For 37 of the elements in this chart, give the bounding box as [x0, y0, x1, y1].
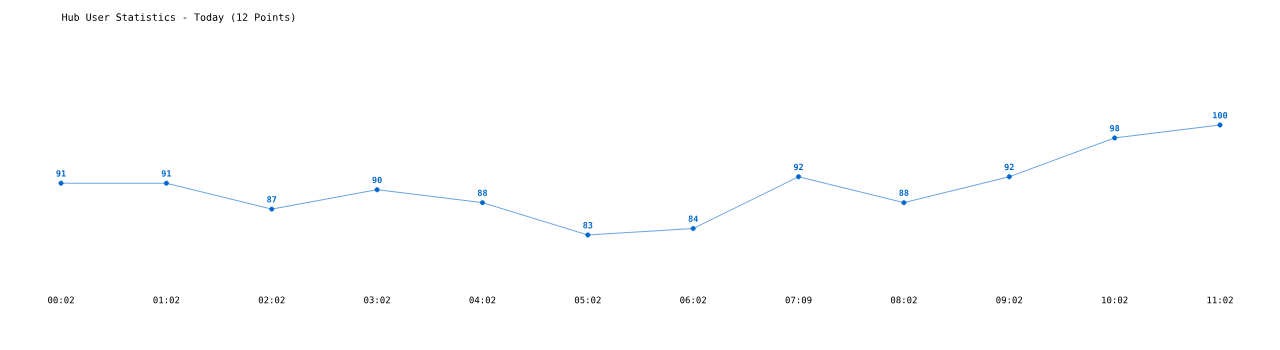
- data-label: 88: [477, 189, 488, 197]
- data-label: 91: [56, 170, 66, 177]
- x-tick-label: 03:02: [364, 296, 390, 304]
- point: [163, 180, 169, 186]
- point: [585, 232, 591, 238]
- point: [690, 226, 696, 232]
- data-label: 87: [267, 196, 277, 203]
- point: [1006, 174, 1012, 180]
- x-tick-label: 01:02: [153, 296, 180, 304]
- point: [901, 200, 907, 206]
- x-tick-label: 04:02: [469, 296, 496, 304]
- point: [479, 200, 485, 206]
- data-label: 92: [793, 163, 803, 171]
- x-tick-label: 10:02: [1102, 296, 1128, 304]
- x-tick-label: 11:02: [1207, 296, 1233, 304]
- data-label: 91: [161, 170, 172, 177]
- point: [269, 206, 275, 212]
- x-tick-label: 02:02: [258, 296, 285, 304]
- point: [1217, 122, 1223, 128]
- x-tick-label: 00:02: [48, 296, 74, 304]
- point: [1112, 135, 1118, 141]
- data-label: 84: [688, 215, 698, 222]
- x-tick-label: 06:02: [680, 296, 706, 304]
- data-label: 92: [1004, 163, 1014, 171]
- point: [796, 174, 802, 180]
- data-label: 90: [372, 176, 382, 184]
- point: [58, 180, 64, 186]
- x-tick-label: 08:02: [890, 296, 917, 304]
- point: [374, 187, 380, 193]
- chart-title: Hub User Statistics - Today (12 Points): [62, 13, 295, 23]
- x-tick-label: 05:02: [574, 296, 601, 304]
- data-label: 98: [1109, 124, 1120, 132]
- x-tick-label: 07:09: [785, 296, 812, 304]
- x-tick-label: 09:02: [996, 296, 1023, 304]
- data-label: 83: [583, 222, 593, 229]
- data-label: 88: [899, 189, 909, 197]
- data-label: 100: [1213, 112, 1228, 119]
